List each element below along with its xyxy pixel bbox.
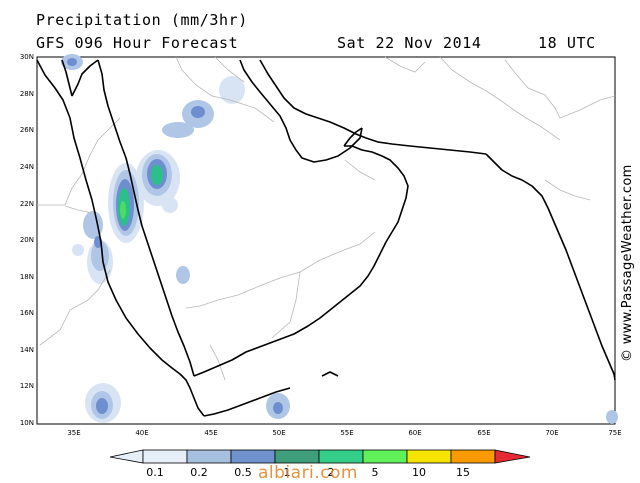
lon-label: 70E (545, 429, 559, 437)
precip-area (273, 402, 283, 414)
coastline (61, 59, 99, 97)
coastline (203, 387, 291, 417)
forecast-date: Sat 22 Nov 2014 (337, 34, 482, 52)
lon-label: 50E (272, 429, 286, 437)
precip-area (176, 266, 190, 284)
border-line (209, 344, 226, 381)
lat-label: 24N (19, 163, 34, 171)
coastline (321, 371, 339, 377)
border-line (39, 269, 111, 346)
lon-label: 40E (135, 429, 149, 437)
coastline (97, 59, 195, 377)
border-line (175, 56, 275, 123)
lat-label: 14N (19, 346, 34, 354)
coastline-layer (36, 59, 616, 417)
legend-label: 2 (327, 466, 335, 479)
borders-layer (37, 56, 616, 381)
legend-label: 1 (283, 466, 291, 479)
forecast-time: 18 UTC (538, 34, 596, 52)
coastline (485, 153, 616, 381)
lat-label: 18N (19, 273, 34, 281)
legend-swatch (142, 449, 188, 464)
legend-swatch (230, 449, 276, 464)
coastline (259, 59, 487, 155)
legend-swatch (450, 449, 496, 464)
border-line (271, 271, 301, 339)
coastline (343, 127, 409, 233)
lat-label: 20N (19, 236, 34, 244)
lat-label: 12N (19, 382, 34, 390)
legend-right-arrow (494, 449, 531, 464)
lat-label: 26N (19, 126, 34, 134)
legend-swatch (318, 449, 364, 464)
border-line (544, 179, 591, 201)
precip-area (162, 197, 178, 213)
map-frame (36, 56, 616, 425)
precip-area (219, 76, 245, 104)
border-line (214, 56, 245, 83)
lat-label: 30N (19, 53, 34, 61)
border-line (64, 205, 93, 214)
legend-swatch (274, 449, 320, 464)
forecast-model: GFS 096 Hour Forecast (36, 34, 239, 52)
legend-label: 0.1 (146, 466, 164, 479)
lon-label: 45E (204, 429, 218, 437)
coastline (36, 59, 205, 417)
legend-swatch (406, 449, 452, 464)
precip-area (72, 244, 84, 256)
lat-label: 10N (19, 419, 34, 427)
legend-label: 15 (456, 466, 470, 479)
border-line (37, 117, 121, 206)
precip-layer (61, 54, 618, 424)
lon-label: 35E (67, 429, 81, 437)
legend-label: 5 (371, 466, 379, 479)
legend-label: 0.5 (234, 466, 252, 479)
watermark: albiari.com (258, 463, 358, 483)
map-title: Precipitation (mm/3hr) (36, 11, 248, 29)
lat-label: 28N (19, 90, 34, 98)
coastline (193, 231, 393, 377)
precip-area (83, 211, 103, 239)
border-line (185, 231, 376, 309)
border-line (384, 56, 426, 73)
border-line (559, 95, 616, 119)
legend-swatch (362, 449, 408, 464)
border-line (504, 59, 561, 119)
precip-area (606, 410, 618, 424)
lon-label: 60E (408, 429, 422, 437)
lon-label: 75E (608, 429, 622, 437)
legend-label: 0.2 (190, 466, 208, 479)
lon-label: 65E (477, 429, 491, 437)
precip-area (151, 165, 163, 185)
precip-area (91, 241, 109, 271)
precip-area (96, 398, 108, 414)
border-line (439, 56, 561, 141)
precip-area (162, 122, 194, 138)
lat-label: 16N (19, 309, 34, 317)
legend-swatch (186, 449, 232, 464)
legend-left-arrow (109, 449, 144, 464)
precip-area (191, 106, 205, 118)
lat-label: 22N (19, 200, 34, 208)
lon-label: 55E (340, 429, 354, 437)
precip-area (120, 201, 126, 219)
precip-area (67, 58, 77, 66)
coastline (239, 59, 363, 163)
legend-label: 10 (412, 466, 426, 479)
border-line (344, 159, 376, 181)
